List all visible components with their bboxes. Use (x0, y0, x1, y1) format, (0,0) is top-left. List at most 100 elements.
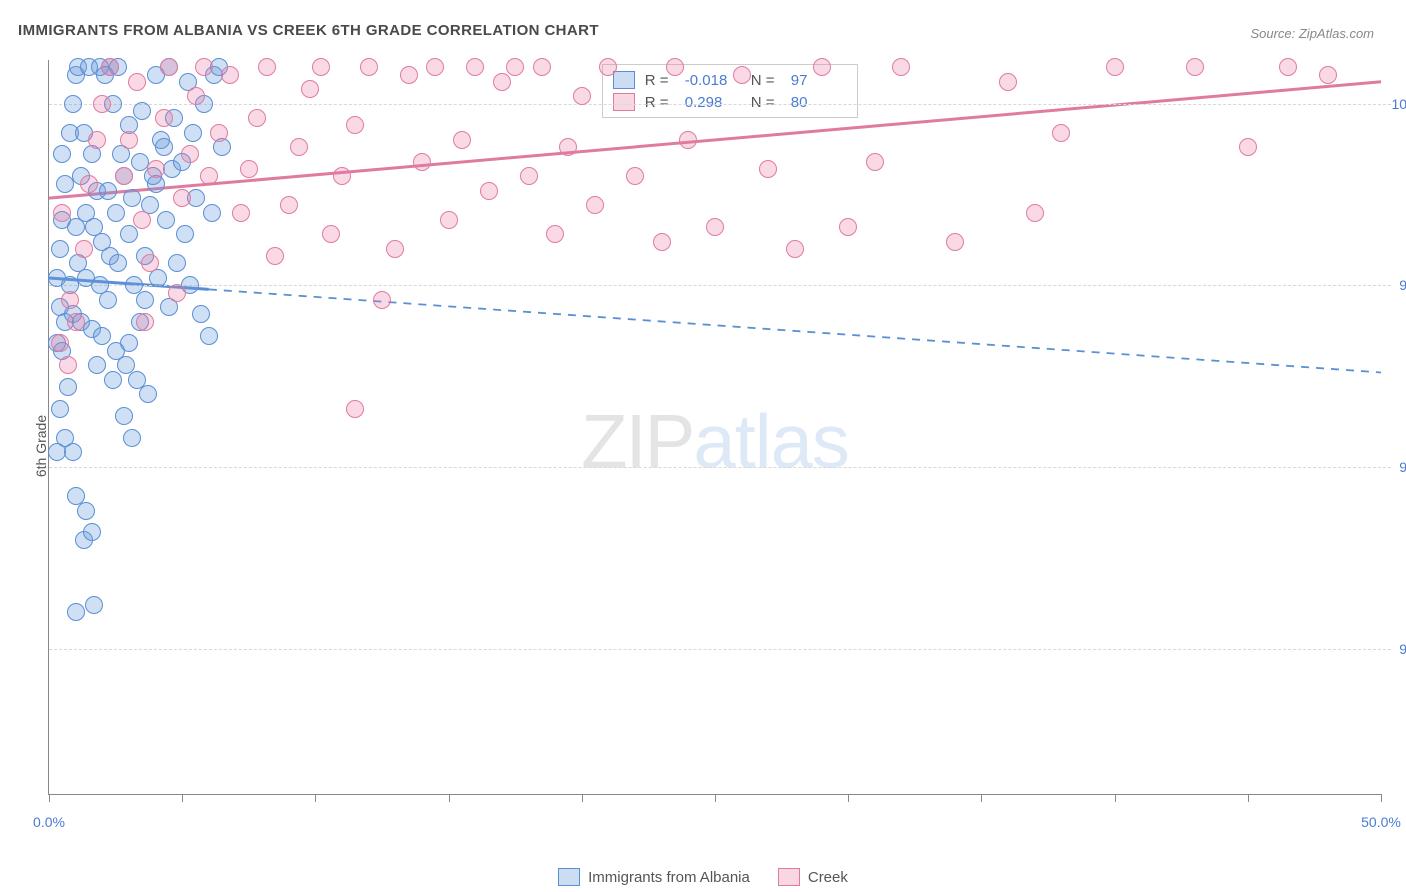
legend-swatch (558, 868, 580, 886)
data-point (64, 95, 82, 113)
data-point (67, 603, 85, 621)
x-tick (449, 794, 450, 802)
x-tick (49, 794, 50, 802)
data-point (51, 400, 69, 418)
data-point (866, 153, 884, 171)
data-point (533, 58, 551, 76)
data-point (157, 211, 175, 229)
data-point (147, 160, 165, 178)
data-point (400, 66, 418, 84)
data-point (312, 58, 330, 76)
data-point (77, 502, 95, 520)
data-point (453, 131, 471, 149)
legend-label: Immigrants from Albania (588, 869, 750, 886)
watermark: ZIPatlas (581, 398, 849, 485)
data-point (99, 182, 117, 200)
x-tick (981, 794, 982, 802)
data-point (53, 145, 71, 163)
data-point (51, 240, 69, 258)
y-tick-label: 95.0% (1399, 459, 1406, 475)
x-tick (1248, 794, 1249, 802)
data-point (386, 240, 404, 258)
data-point (373, 291, 391, 309)
data-point (61, 291, 79, 309)
data-point (786, 240, 804, 258)
series-legend: Immigrants from Albania Creek (0, 868, 1406, 886)
data-point (99, 291, 117, 309)
data-point (221, 66, 239, 84)
chart-title: IMMIGRANTS FROM ALBANIA VS CREEK 6TH GRA… (18, 22, 599, 39)
r-label: R = (645, 94, 675, 111)
data-point (266, 247, 284, 265)
y-gridline (49, 467, 1391, 468)
data-point (133, 102, 151, 120)
data-point (115, 167, 133, 185)
data-point (946, 233, 964, 251)
data-point (706, 218, 724, 236)
data-point (346, 400, 364, 418)
data-point (59, 378, 77, 396)
x-tick (715, 794, 716, 802)
data-point (109, 254, 127, 272)
data-point (155, 138, 173, 156)
data-point (333, 167, 351, 185)
x-tick (182, 794, 183, 802)
data-point (120, 131, 138, 149)
data-point (176, 225, 194, 243)
data-point (195, 58, 213, 76)
data-point (573, 87, 591, 105)
legend-stat-row: R =0.298N =80 (613, 91, 847, 113)
data-point (322, 225, 340, 243)
watermark-atlas: atlas (693, 399, 849, 484)
data-point (426, 58, 444, 76)
data-point (181, 145, 199, 163)
data-point (280, 196, 298, 214)
data-point (559, 138, 577, 156)
data-point (1186, 58, 1204, 76)
data-point (733, 66, 751, 84)
scatter-plot-area: ZIPatlas R =-0.018N =97R =0.298N =80 92.… (48, 60, 1381, 795)
data-point (107, 204, 125, 222)
data-point (120, 334, 138, 352)
data-point (290, 138, 308, 156)
data-point (360, 58, 378, 76)
data-point (67, 218, 85, 236)
data-point (586, 196, 604, 214)
data-point (136, 291, 154, 309)
data-point (123, 189, 141, 207)
data-point (200, 167, 218, 185)
data-point (93, 95, 111, 113)
data-point (51, 334, 69, 352)
y-tick-label: 100.0% (1392, 96, 1406, 112)
data-point (440, 211, 458, 229)
data-point (248, 109, 266, 127)
y-gridline (49, 285, 1391, 286)
legend-item: Immigrants from Albania (558, 868, 750, 886)
data-point (210, 124, 228, 142)
data-point (83, 523, 101, 541)
data-point (141, 254, 159, 272)
data-point (258, 58, 276, 76)
n-label: N = (751, 72, 781, 89)
data-point (53, 204, 71, 222)
legend-swatch (778, 868, 800, 886)
legend-item: Creek (778, 868, 848, 886)
data-point (104, 371, 122, 389)
data-point (168, 284, 186, 302)
data-point (232, 204, 250, 222)
data-point (173, 189, 191, 207)
data-point (1026, 204, 1044, 222)
data-point (1239, 138, 1257, 156)
data-point (75, 240, 93, 258)
data-point (64, 443, 82, 461)
n-value: 80 (791, 94, 847, 111)
data-point (160, 58, 178, 76)
data-point (999, 73, 1017, 91)
data-point (187, 87, 205, 105)
n-label: N = (751, 94, 781, 111)
x-tick-label: 0.0% (33, 814, 65, 830)
legend-swatch (613, 71, 635, 89)
y-axis-label: 6th Grade (33, 415, 49, 477)
x-tick (315, 794, 316, 802)
data-point (85, 596, 103, 614)
